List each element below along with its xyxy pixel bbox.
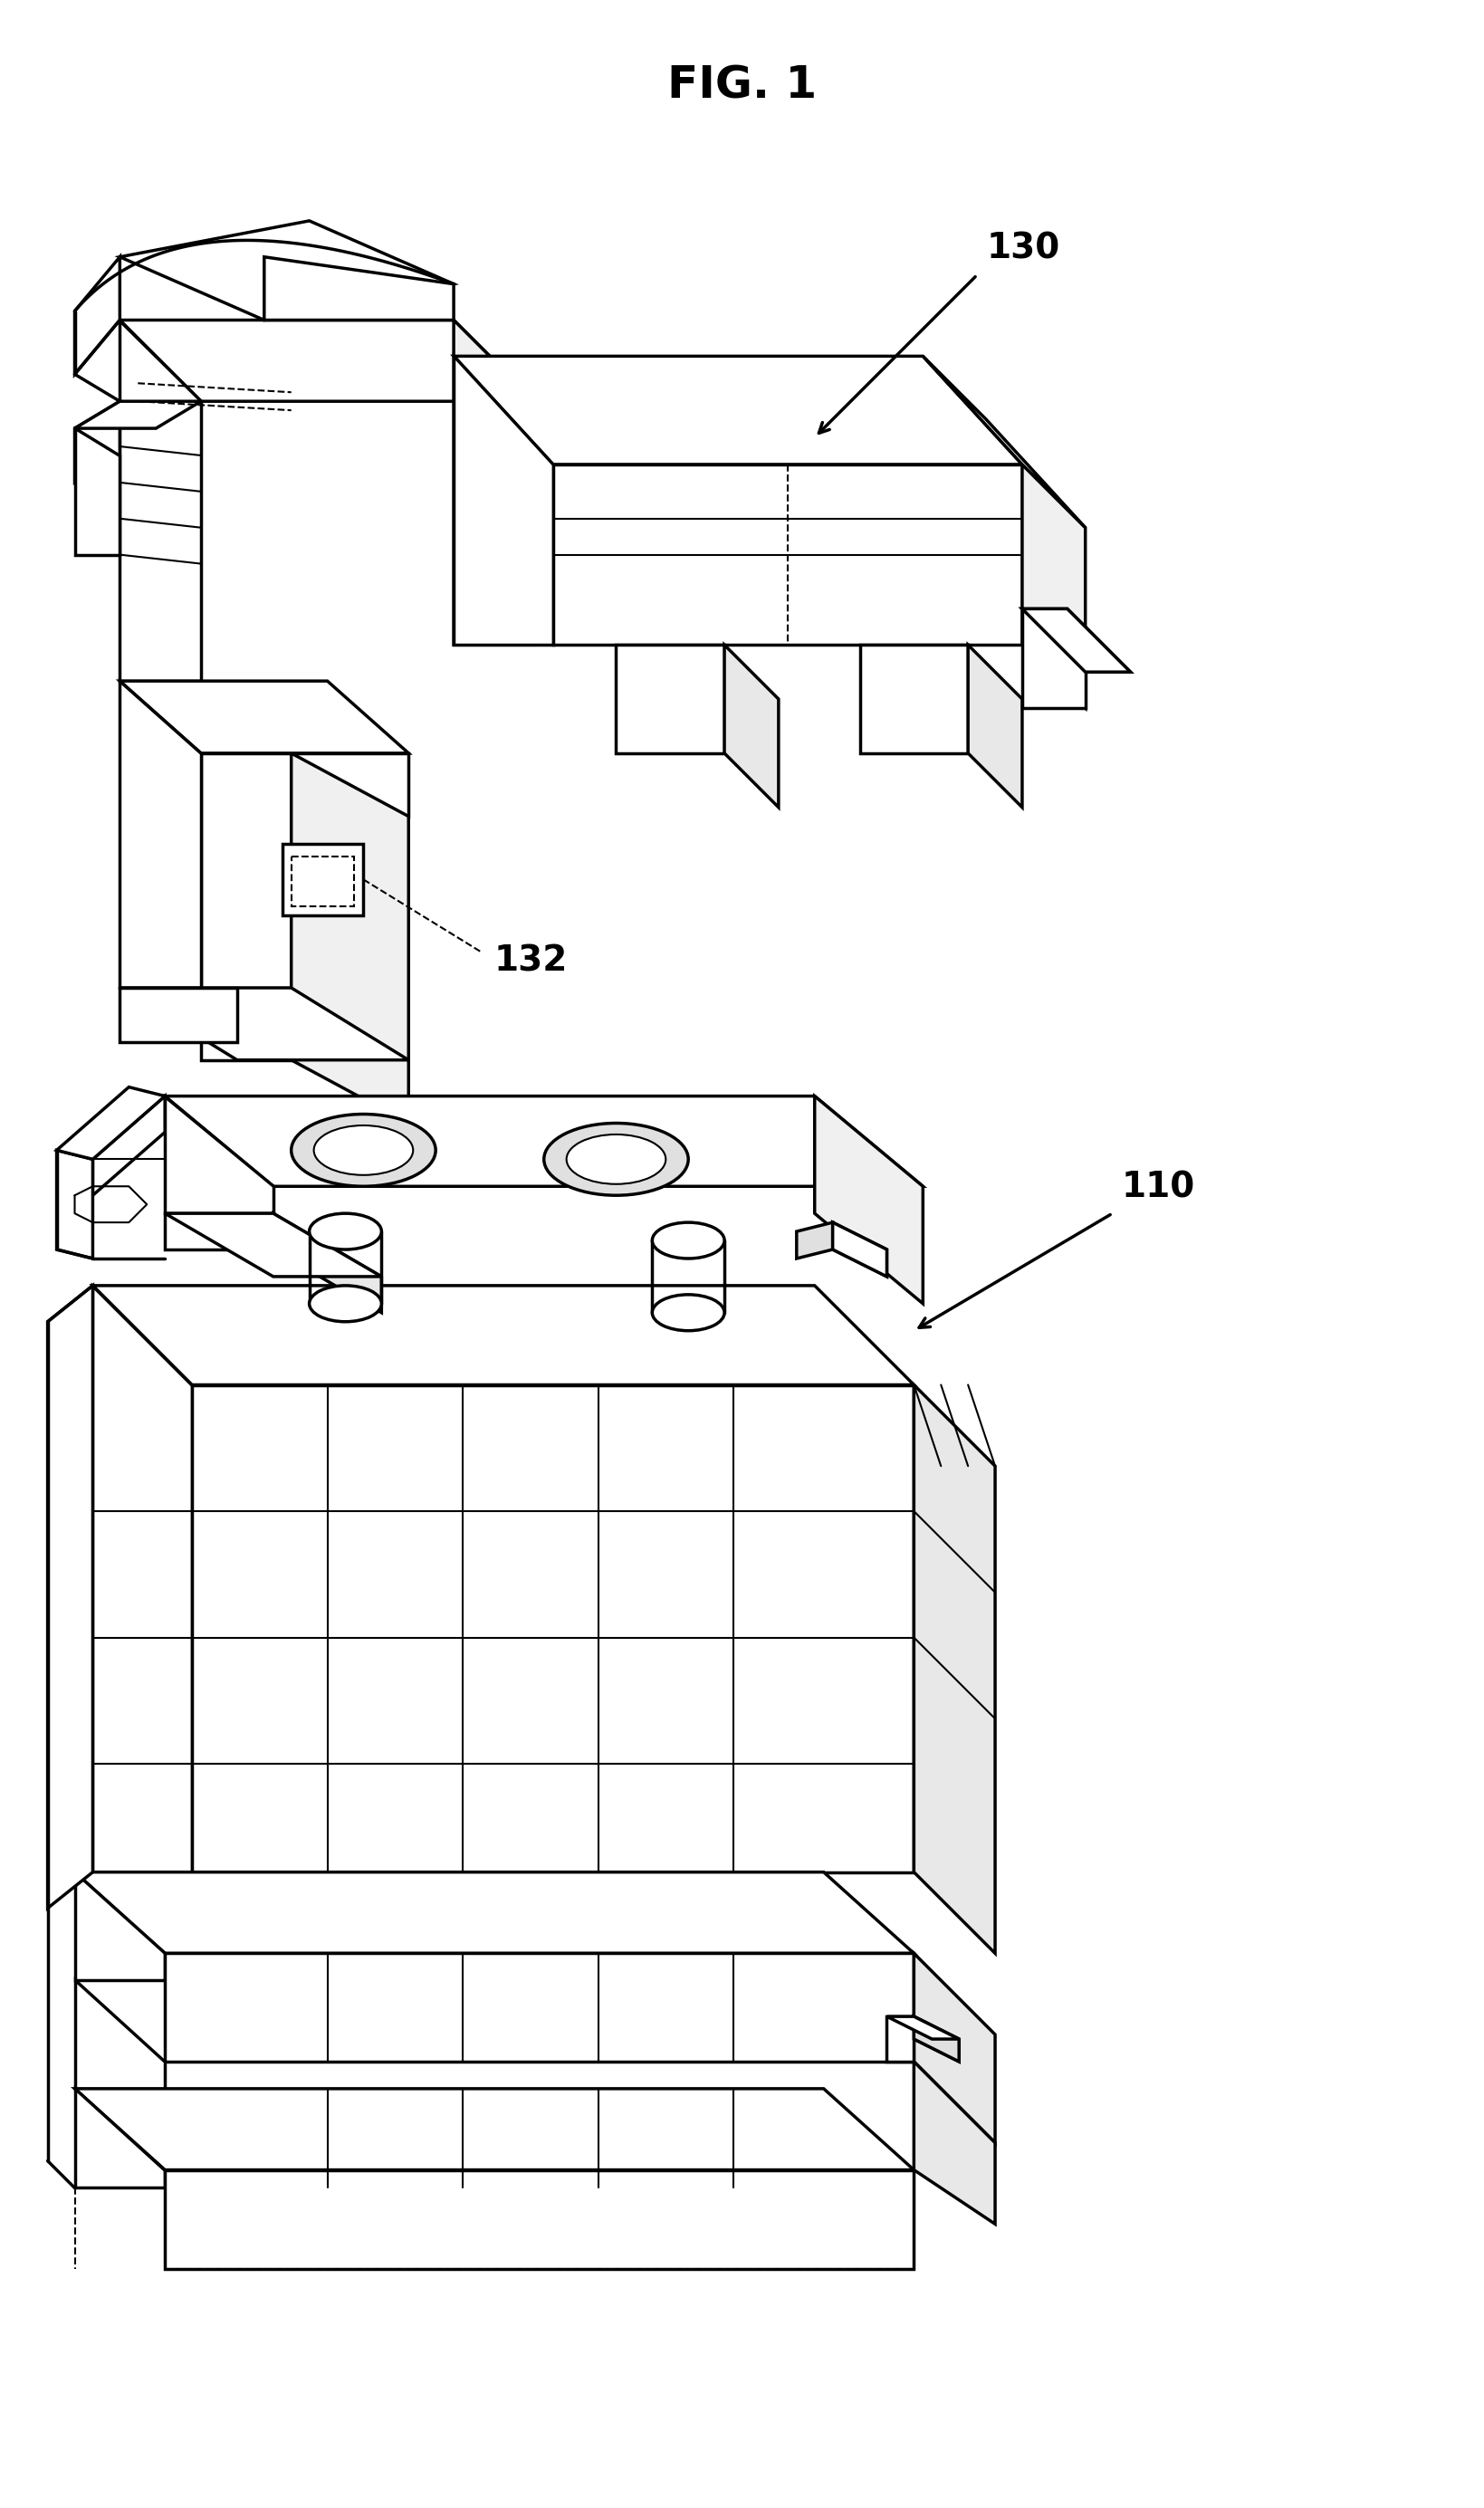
Polygon shape — [165, 2169, 914, 2270]
Polygon shape — [454, 356, 554, 645]
Polygon shape — [887, 2016, 914, 2062]
Polygon shape — [74, 2089, 914, 2169]
Polygon shape — [93, 1096, 165, 1196]
Polygon shape — [191, 1384, 914, 1871]
Polygon shape — [74, 2089, 165, 2187]
Polygon shape — [56, 1086, 165, 1159]
Ellipse shape — [309, 1287, 381, 1322]
Polygon shape — [93, 1287, 191, 1871]
Polygon shape — [797, 1221, 833, 1259]
Polygon shape — [291, 752, 408, 1124]
Text: 132: 132 — [494, 943, 568, 978]
Polygon shape — [914, 2016, 959, 2062]
Polygon shape — [165, 1096, 923, 1186]
Ellipse shape — [651, 1221, 724, 1259]
Polygon shape — [264, 256, 454, 321]
Polygon shape — [1022, 609, 1131, 672]
Polygon shape — [165, 1954, 914, 2062]
Text: 130: 130 — [985, 231, 1060, 266]
Polygon shape — [74, 401, 200, 429]
Polygon shape — [120, 221, 454, 321]
Polygon shape — [454, 321, 534, 645]
Polygon shape — [120, 988, 408, 1061]
Polygon shape — [200, 752, 291, 1061]
Ellipse shape — [545, 1124, 689, 1196]
Polygon shape — [56, 1151, 93, 1259]
Polygon shape — [968, 645, 1022, 808]
Polygon shape — [914, 2062, 996, 2225]
Polygon shape — [1022, 464, 1085, 707]
Polygon shape — [165, 1214, 381, 1277]
Polygon shape — [47, 1287, 93, 1909]
Polygon shape — [554, 464, 1022, 645]
Polygon shape — [273, 1214, 381, 1312]
Polygon shape — [120, 321, 200, 682]
Polygon shape — [120, 682, 200, 988]
Polygon shape — [833, 1221, 887, 1277]
Text: FIG. 1: FIG. 1 — [668, 63, 818, 108]
Ellipse shape — [309, 1214, 381, 1249]
Polygon shape — [120, 321, 534, 401]
Polygon shape — [120, 682, 408, 752]
Polygon shape — [74, 1871, 165, 1981]
Polygon shape — [74, 429, 120, 554]
Polygon shape — [291, 858, 355, 905]
Polygon shape — [1022, 609, 1085, 707]
Polygon shape — [74, 401, 120, 482]
Polygon shape — [120, 988, 237, 1041]
Polygon shape — [887, 2016, 959, 2039]
Polygon shape — [200, 752, 408, 818]
Ellipse shape — [291, 1114, 436, 1186]
Polygon shape — [914, 1384, 996, 1954]
Polygon shape — [454, 356, 1022, 464]
Polygon shape — [815, 1096, 923, 1304]
Polygon shape — [914, 1954, 996, 2142]
Polygon shape — [1022, 609, 1131, 672]
Polygon shape — [859, 645, 968, 752]
Polygon shape — [74, 256, 120, 374]
Text: 110: 110 — [1122, 1169, 1195, 1204]
Polygon shape — [74, 1981, 165, 2089]
Polygon shape — [93, 1287, 914, 1384]
Polygon shape — [74, 1871, 914, 1954]
Ellipse shape — [567, 1134, 666, 1184]
Polygon shape — [165, 1096, 273, 1214]
Polygon shape — [923, 356, 1085, 527]
Polygon shape — [833, 1221, 887, 1277]
Ellipse shape — [651, 1294, 724, 1332]
Polygon shape — [914, 2016, 959, 2062]
Polygon shape — [724, 645, 779, 808]
Polygon shape — [282, 843, 364, 915]
Polygon shape — [616, 645, 724, 752]
Ellipse shape — [313, 1126, 413, 1176]
Polygon shape — [165, 1214, 273, 1249]
